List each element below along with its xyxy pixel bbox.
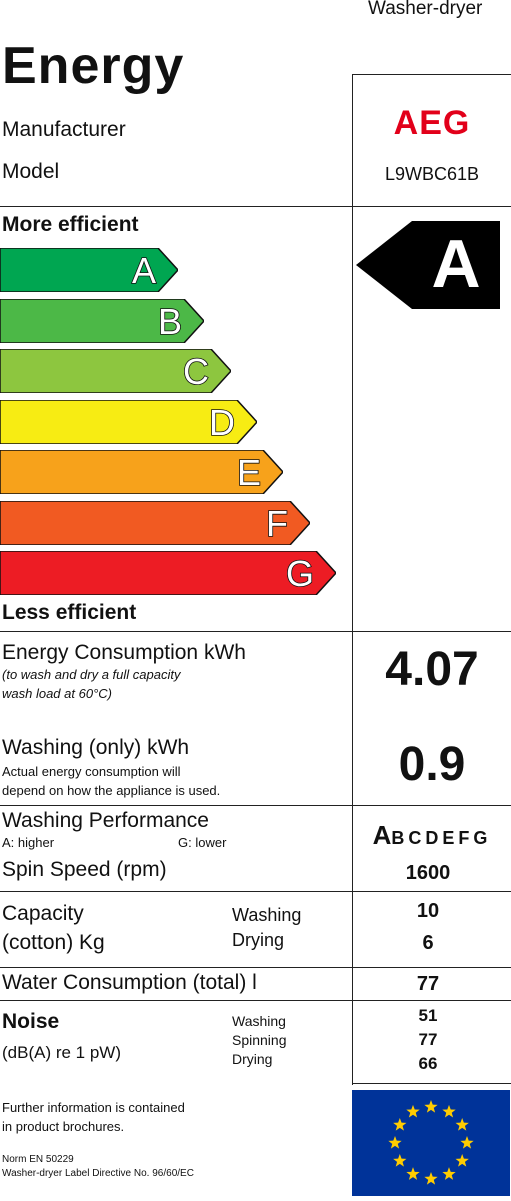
eu-star [424, 1100, 438, 1113]
water-consumption-label: Water Consumption (total) l [2, 971, 257, 994]
eu-star [442, 1104, 456, 1118]
eu-star [455, 1118, 469, 1131]
efficiency-class-letter: A [132, 250, 156, 291]
label-title: Energy [2, 37, 185, 95]
model-label: Model [2, 160, 60, 183]
further-info-text: in product brochures. [2, 1119, 125, 1134]
spin-speed-value: 1600 [405, 862, 451, 884]
energy-consumption-label: Energy Consumption kWh [2, 641, 246, 664]
norm-text: Norm EN 50229 [2, 1154, 74, 1165]
eu-star [460, 1136, 474, 1149]
eu-star [393, 1154, 407, 1167]
appliance-category: Washer-dryer [368, 0, 483, 19]
noise-drying-label: Drying [232, 1051, 273, 1067]
efficiency-class-c-arrow: C [0, 349, 231, 393]
washing-only-note: Actual energy consumption will [2, 764, 181, 779]
eu-star [455, 1154, 469, 1167]
eu-flag [352, 1090, 510, 1196]
efficiency-class-a-arrow: A [0, 248, 178, 292]
capacity-label: Capacity [2, 902, 84, 925]
divider [352, 1083, 511, 1084]
divider [0, 891, 511, 892]
energy-consumption-note: wash load at 60°C) [2, 686, 112, 701]
rating-arrow: A [356, 221, 500, 314]
efficiency-class-b-arrow: B [0, 299, 204, 343]
efficiency-class-f-arrow: F [0, 501, 310, 545]
eu-star [406, 1167, 420, 1180]
washing-performance-label: Washing Performance [2, 809, 209, 832]
eu-star [393, 1118, 407, 1131]
water-consumption-value: 77 [416, 973, 440, 995]
washing-only-label: Washing (only) kWh [2, 736, 190, 759]
divider [0, 967, 511, 968]
divider [0, 206, 511, 207]
efficiency-class-letter: E [237, 452, 261, 493]
capacity-drying-value: 6 [422, 932, 434, 954]
further-info-text: Further information is contained [2, 1100, 185, 1115]
eu-star [442, 1167, 456, 1180]
washing-only-note: depend on how the appliance is used. [2, 783, 221, 798]
divider [0, 805, 511, 806]
divider [0, 631, 511, 632]
efficiency-class-d-arrow: D [0, 400, 257, 444]
performance-higher-note: A: higher [2, 835, 55, 850]
noise-spinning-label: Spinning [232, 1032, 287, 1048]
directive-text: Washer-dryer Label Directive No. 96/60/E… [2, 1168, 194, 1179]
efficiency-class-letter: D [209, 402, 235, 443]
noise-label: Noise [2, 1010, 60, 1033]
performance-rating-rest: BCDEFG [391, 828, 492, 848]
noise-drying-value: 66 [418, 1054, 438, 1073]
energy-consumption-value: 4.07 [385, 643, 479, 696]
energy-consumption-note: (to wash and dry a full capacity [2, 667, 181, 682]
brand-logo: AEG [393, 104, 471, 142]
noise-unit-label: (dB(A) re 1 pW) [2, 1043, 122, 1062]
more-efficient-label: More efficient [2, 213, 139, 236]
washing-performance-value: ABCDEFG [353, 820, 511, 851]
capacity-washing-value: 10 [416, 900, 440, 922]
efficiency-class-letter: C [183, 351, 209, 392]
performance-rating-first: A [372, 820, 392, 850]
divider [0, 1000, 511, 1001]
eu-star [406, 1104, 420, 1118]
eu-star [388, 1136, 402, 1149]
model-number: L9WBC61B [384, 164, 480, 184]
spin-speed-label: Spin Speed (rpm) [2, 858, 167, 881]
washing-only-value: 0.9 [398, 738, 466, 791]
eu-star [424, 1172, 438, 1185]
capacity-unit-label: (cotton) Kg [2, 931, 105, 954]
noise-spinning-value: 77 [418, 1030, 438, 1049]
noise-washing-value: 51 [418, 1006, 438, 1025]
capacity-drying-label: Drying [232, 930, 285, 950]
efficiency-class-letter: G [286, 553, 314, 594]
manufacturer-label: Manufacturer [2, 118, 126, 141]
noise-washing-label: Washing [232, 1013, 286, 1029]
efficiency-class-e-arrow: E [0, 450, 283, 494]
efficiency-class-g-arrow: G [0, 551, 336, 595]
capacity-washing-label: Washing [232, 905, 302, 925]
rating-letter: A [431, 226, 481, 302]
performance-lower-note: G: lower [178, 835, 227, 850]
efficiency-class-letter: B [158, 301, 182, 342]
less-efficient-label: Less efficient [2, 601, 137, 624]
value-column-frame [352, 74, 511, 1085]
efficiency-class-letter: F [266, 503, 288, 544]
